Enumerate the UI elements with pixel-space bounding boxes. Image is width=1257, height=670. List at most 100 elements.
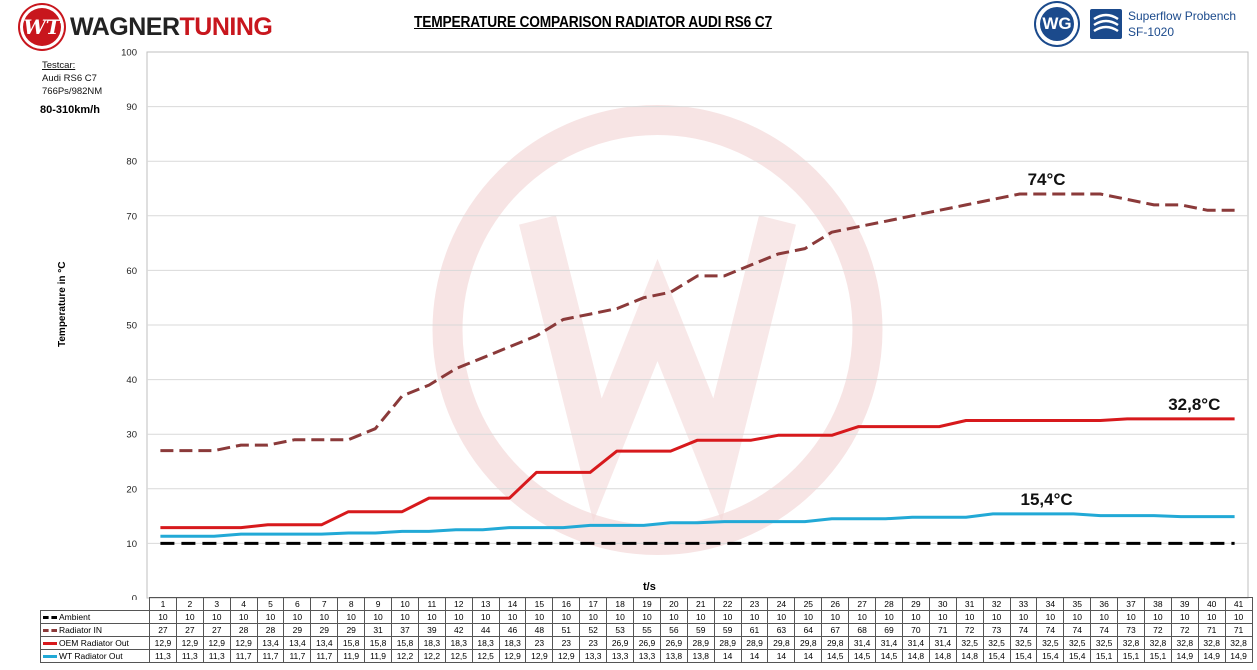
x-tick-label: 21 (686, 597, 715, 611)
data-cell: 15,4 (1063, 649, 1092, 663)
data-cell: 32,5 (955, 636, 984, 650)
data-cell: 14,9 (1170, 649, 1199, 663)
data-cell: 32,8 (1143, 636, 1172, 650)
data-cell: 11,9 (337, 649, 366, 663)
x-tick-label: 18 (606, 597, 635, 611)
data-cell: 10 (149, 610, 177, 624)
data-cell: 15,4 (1009, 649, 1038, 663)
x-tick-label: 29 (901, 597, 930, 611)
superflow-line-1: Superflow Probench (1128, 9, 1237, 23)
data-cell: 12,9 (552, 649, 581, 663)
data-cell: 29 (337, 623, 366, 637)
data-cell: 10 (552, 610, 581, 624)
x-tick-label: 15 (525, 597, 554, 611)
data-cell: 72 (1170, 623, 1199, 637)
table-header-row: 1 2 3 4 5 6 7 8 9 10 11 12 13 14 15 16 17 18 19 20 21 22 23 24 2… (41, 597, 1253, 611)
data-cell: 12,9 (202, 636, 231, 650)
data-cell: 10 (982, 610, 1011, 624)
data-cell: 14,8 (955, 649, 984, 663)
superflow-line-2: SF-1020 (1128, 25, 1175, 39)
x-tick-label: 17 (579, 597, 608, 611)
data-cell: 10 (417, 610, 446, 624)
data-cell: 31,4 (875, 636, 903, 650)
header: WT WAGNERTUNING TEMPERATURE COMPARISON R… (0, 0, 1257, 49)
x-tick-label: 22 (713, 597, 742, 611)
data-cell: 10 (337, 610, 366, 624)
data-cell: 31,4 (848, 636, 877, 650)
data-cell: 32,8 (1170, 636, 1199, 650)
data-cell: 68 (848, 623, 877, 637)
x-tick-label: 8 (337, 597, 366, 611)
data-cell: 10 (525, 610, 554, 624)
data-cell: 13,8 (659, 649, 688, 663)
data-cell: 23 (579, 636, 608, 650)
data-cell: 12,2 (391, 649, 419, 663)
data-cell: 11,7 (283, 649, 312, 663)
data-cell: 10 (740, 610, 769, 624)
data-cell: 74 (1063, 623, 1092, 637)
legend-key (43, 642, 57, 646)
data-cell: 10 (848, 610, 877, 624)
legend-label: OEM Radiator Out (59, 638, 129, 648)
data-cell: 10 (1197, 610, 1226, 624)
x-tick-label: 2 (175, 597, 204, 611)
data-cell: 32,8 (1224, 636, 1253, 650)
legend-key (43, 629, 57, 633)
table-row: Ambient 10 10 10 10 10 10 10 10 10 10 10 10 10 10 10 10 1… (40, 610, 1253, 624)
data-cell: 32,5 (1090, 636, 1119, 650)
data-cell: 14,9 (1197, 649, 1226, 663)
data-cell: 74 (1009, 623, 1038, 637)
speed-range: 80-310km/h (40, 104, 100, 116)
data-cell: 11,7 (229, 649, 258, 663)
data-cell: 72 (955, 623, 984, 637)
data-cell: 61 (740, 623, 769, 637)
car-model: Audi RS6 C7 (42, 73, 97, 84)
data-cell: 37 (391, 623, 419, 637)
legend-label: Radiator IN (59, 625, 102, 635)
chart-title: TEMPERATURE COMPARISON RADIATOR AUDI RS6… (414, 14, 773, 31)
x-tick-label: 9 (364, 597, 393, 611)
data-cell: 64 (794, 623, 823, 637)
annotation-label: 74°C (1028, 170, 1066, 189)
table-corner-cell (41, 598, 150, 611)
x-tick-label: 3 (202, 597, 231, 611)
data-cell: 69 (875, 623, 903, 637)
data-cell: 13,3 (606, 649, 635, 663)
data-cell: 12,5 (471, 649, 500, 663)
data-cell: 11,7 (310, 649, 339, 663)
x-tick-label: 4 (229, 597, 258, 611)
data-cell: 10 (256, 610, 285, 624)
data-cell: 14 (713, 649, 742, 663)
legend-entry: Ambient (40, 610, 150, 624)
data-cell: 10 (686, 610, 715, 624)
data-cell: 10 (606, 610, 635, 624)
data-cell: 10 (794, 610, 823, 624)
data-cell: 10 (1036, 610, 1065, 624)
data-cell: 10 (1090, 610, 1119, 624)
data-cell: 31,4 (901, 636, 930, 650)
data-cell: 13,4 (310, 636, 339, 650)
data-cell: 13,8 (686, 649, 715, 663)
data-cell: 70 (901, 623, 930, 637)
data-cell: 32,5 (1009, 636, 1038, 650)
data-cell: 59 (686, 623, 715, 637)
data-cell: 10 (928, 610, 957, 624)
x-tick-label: 14 (498, 597, 527, 611)
table-row: OEM Radiator Out 12,9 12,9 12,9 12,9 13,4 13,4… (40, 636, 1253, 650)
data-cell: 10 (875, 610, 903, 624)
data-cell: 73 (1117, 623, 1145, 637)
data-cell: 18,3 (471, 636, 500, 650)
x-tick-label: 11 (417, 597, 446, 611)
test-car-info: Testcar: Audi RS6 C7 766Ps/982NM (42, 59, 102, 98)
data-cell: 10 (821, 610, 850, 624)
y-tick-label: 70 (126, 211, 137, 222)
x-tick-label: 35 (1063, 597, 1092, 611)
data-cell: 23 (552, 636, 581, 650)
data-cell: 12,9 (149, 636, 177, 650)
data-cell: 27 (175, 623, 204, 637)
data-cell: 74 (1090, 623, 1119, 637)
x-tick-label: 16 (552, 597, 581, 611)
x-tick-label: 40 (1197, 597, 1226, 611)
data-cell: 10 (1063, 610, 1092, 624)
data-cell: 29,8 (821, 636, 850, 650)
